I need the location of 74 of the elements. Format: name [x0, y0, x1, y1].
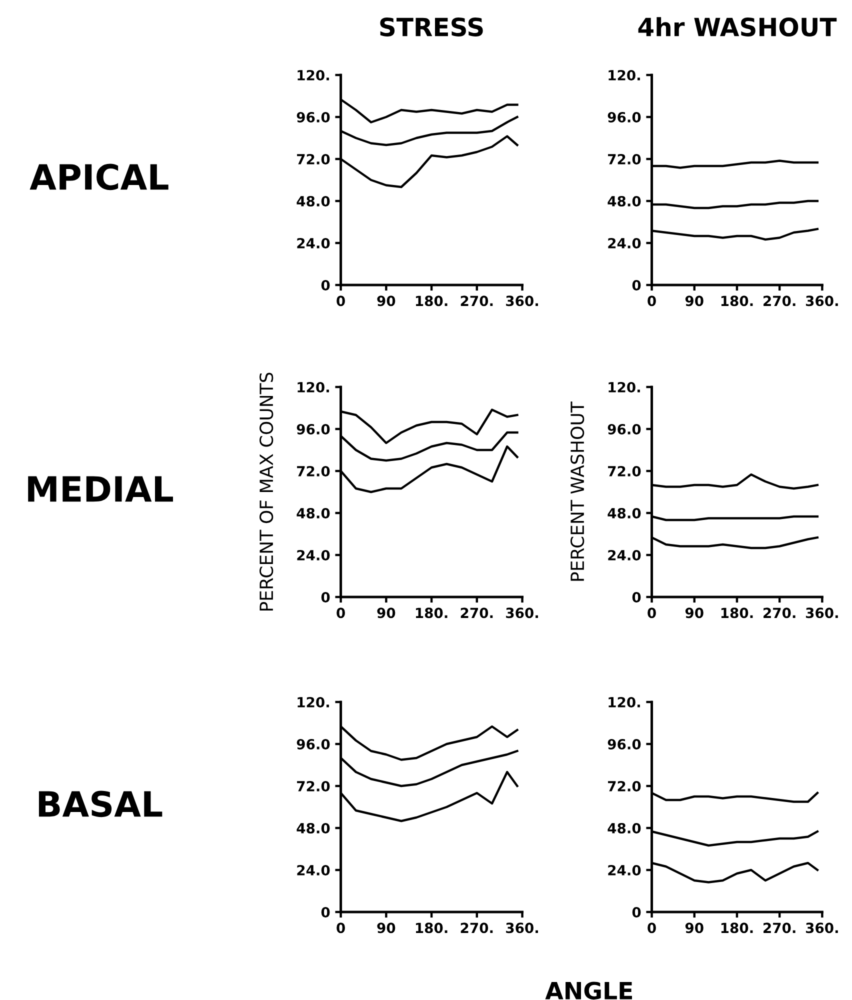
- x-tick-label: 360.: [806, 922, 838, 934]
- x-tick-label: 0: [648, 922, 656, 934]
- x-tick-label: 360.: [506, 608, 538, 618]
- y-axis-title: PERCENT WASHOUT: [570, 401, 584, 581]
- x-tick-label: 360.: [506, 922, 538, 934]
- x-tick-label: 90: [685, 608, 704, 618]
- y-tick-label: 72.0: [297, 780, 330, 792]
- text: BASAL: [38, 790, 162, 818]
- text: MEDIAL: [28, 476, 173, 502]
- y-tick-label: 96.0: [296, 738, 330, 750]
- chart-title: 4hr WASHOUT: [638, 17, 837, 36]
- y-tick-label: 24.0: [297, 238, 330, 248]
- x-axis-title: ANGLE: [545, 982, 632, 1000]
- y-tick-label: 48.0: [608, 508, 641, 518]
- y-tick-label: 24.0: [297, 864, 330, 876]
- y-tick-label: 48.0: [296, 508, 330, 518]
- y-tick-label: 24.0: [608, 550, 641, 560]
- y-tick-label: 96.0: [608, 424, 641, 434]
- y-tick-label: 0: [632, 906, 641, 918]
- y-tick-label: 48.0: [608, 822, 641, 834]
- x-tick-label: 90: [685, 296, 704, 306]
- y-tick-label: 48.0: [296, 196, 330, 206]
- x-tick-label: 180.: [416, 296, 448, 306]
- x-tick-label: 270.: [764, 922, 796, 934]
- x-tick-label: 270.: [460, 922, 493, 934]
- y-tick-label: 120.: [608, 70, 640, 80]
- y-tick-label: 0: [321, 280, 330, 290]
- x-tick-label: 90: [377, 296, 396, 306]
- x-tick-label: 0: [336, 922, 345, 934]
- x-tick-label: 0: [336, 296, 345, 306]
- y-tick-label: 96.0: [296, 424, 330, 434]
- x-tick-label: 270.: [764, 296, 796, 306]
- y-tick-label: 72.0: [297, 154, 330, 164]
- y-tick-label: 0: [321, 592, 330, 602]
- y-tick-label: 120.: [608, 382, 640, 392]
- x-tick-label: 90: [377, 922, 396, 934]
- y-tick-label: 96.0: [296, 112, 330, 122]
- x-tick-label: 360.: [806, 608, 838, 618]
- y-tick-label: 72.0: [608, 780, 641, 792]
- y-axis-title: PERCENT OF MAX COUNTS: [260, 372, 274, 611]
- x-tick-label: 90: [685, 922, 704, 934]
- y-tick-label: 48.0: [296, 822, 330, 834]
- x-tick-label: 360.: [506, 296, 538, 306]
- y-tick-label: 24.0: [297, 550, 330, 560]
- y-tick-label: 48.0: [608, 196, 641, 206]
- y-tick-label: 0: [321, 906, 330, 918]
- y-tick-label: 120.: [608, 696, 640, 708]
- y-tick-label: 120.: [298, 696, 329, 708]
- x-tick-label: 180.: [416, 608, 448, 618]
- y-tick-label: 0: [632, 592, 641, 602]
- x-tick-label: 0: [336, 608, 345, 618]
- y-tick-label: 72.0: [297, 466, 330, 476]
- x-tick-label: 180.: [416, 922, 448, 934]
- y-tick-label: 120.: [298, 382, 329, 392]
- x-tick-label: 270.: [460, 608, 493, 618]
- x-tick-label: 180.: [721, 296, 753, 306]
- text: APICAL: [30, 164, 168, 190]
- y-tick-label: 24.0: [608, 238, 641, 248]
- y-tick-label: 120.: [298, 70, 329, 80]
- y-tick-label: 0: [632, 280, 641, 290]
- x-tick-label: 360.: [806, 296, 838, 306]
- x-tick-label: 90: [377, 608, 396, 618]
- x-tick-label: 180.: [721, 608, 753, 618]
- x-tick-label: 270.: [764, 608, 796, 618]
- y-tick-label: 24.0: [608, 864, 641, 876]
- y-tick-label: 96.0: [608, 112, 641, 122]
- x-tick-label: 270.: [460, 296, 493, 306]
- y-tick-label: 72.0: [608, 154, 641, 164]
- x-tick-label: 0: [648, 296, 656, 306]
- y-tick-label: 96.0: [608, 738, 641, 750]
- x-tick-label: 180.: [721, 922, 753, 934]
- chart-title: STRESS: [380, 18, 483, 36]
- x-tick-label: 0: [648, 608, 656, 618]
- y-tick-label: 72.0: [608, 466, 641, 476]
